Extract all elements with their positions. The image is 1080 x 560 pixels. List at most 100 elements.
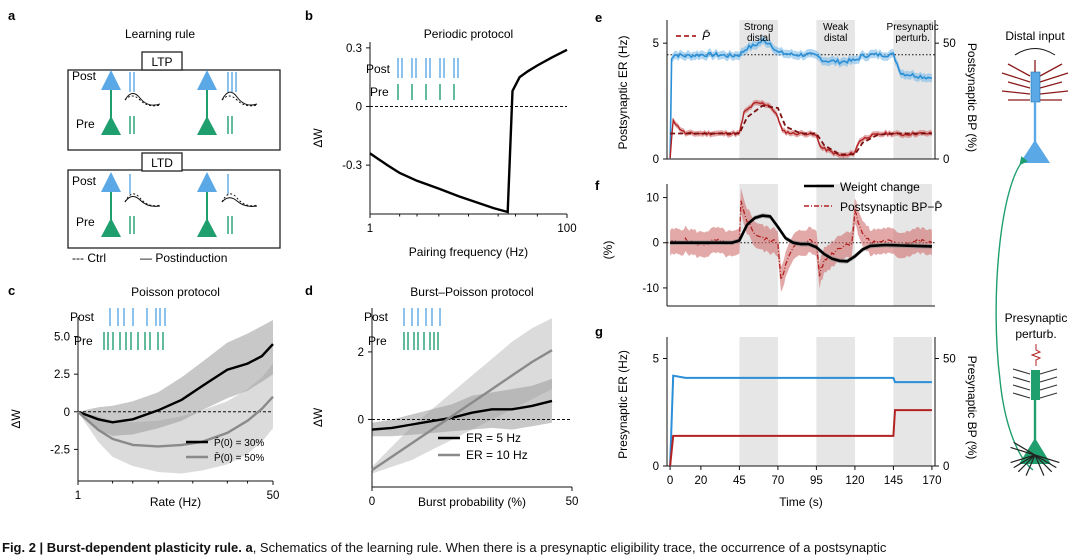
region-label: distal	[824, 33, 847, 44]
series-line	[369, 48, 568, 214]
basal-dendrites	[1010, 441, 1060, 476]
ltd-neuron-left	[101, 172, 121, 237]
x-tick-label: 50	[267, 490, 280, 502]
y-axis-label: ΔW	[311, 407, 325, 427]
distal-arc	[1014, 48, 1056, 56]
ltp-box	[67, 69, 281, 151]
pre-dendrite	[1039, 392, 1058, 399]
basal-dendrite	[1034, 454, 1053, 473]
panel-label-c: c	[8, 283, 15, 298]
chart-c: Poisson protocol 5.0 2.5 0 -2.5 1 50 Rate (Hz) Δ…	[9, 285, 279, 509]
x-tick-label: 20	[694, 475, 707, 487]
raster-pre-label: Pre	[74, 334, 93, 348]
stimulus-region	[816, 337, 855, 466]
panel-label-d: d	[305, 283, 313, 298]
y-tick-label: 5	[653, 354, 659, 366]
distal-input-label: Distal input	[1005, 29, 1065, 43]
stimulus-region	[739, 337, 778, 466]
distal-dendrite	[1007, 81, 1031, 89]
y-axis-label: Presynaptic ER (Hz)	[616, 350, 630, 459]
ltp-spikes-right	[227, 72, 237, 134]
ltd-spikes-right	[227, 174, 233, 234]
raster-pre-label: Pre	[368, 334, 387, 348]
basal-dendrite	[1034, 454, 1057, 469]
basal-dendrite	[1010, 446, 1036, 456]
x-axis-label: Burst probability (%)	[418, 495, 526, 509]
y-tick-label: 0	[356, 102, 362, 114]
region-label: Strong	[744, 22, 773, 33]
series-band	[78, 320, 273, 436]
x-tick-label: 1	[367, 223, 373, 235]
x-tick-label: 0	[667, 475, 673, 487]
basal-dendrite	[1013, 441, 1036, 456]
x-axis-label: Time (s)	[779, 495, 823, 509]
perturb-electrode	[1030, 344, 1042, 366]
x-tick-label: 1	[75, 490, 81, 502]
y-tick-label: 10	[646, 193, 659, 205]
chart-f: 10 0 -10 (%) Weight change Postsynaptic BP−P̄	[601, 180, 942, 307]
raster-post-label: Post	[70, 310, 95, 324]
presyn-perturb-label-2: perturb.	[1015, 327, 1056, 341]
legend-label: Postsynaptic BP−P̄	[840, 200, 942, 214]
y-tick-label: 2	[358, 347, 364, 359]
chart-d-title: Burst–Poisson protocol	[410, 285, 533, 299]
y-axis-label: Postsynaptic ER (Hz)	[616, 35, 630, 149]
panel-label-g: g	[595, 324, 603, 339]
panel-a-title: Learning rule	[125, 27, 195, 41]
series-line	[77, 395, 274, 448]
region-label: distal	[747, 33, 770, 44]
y-axis-right-label: Postsynaptic BP (%)	[965, 43, 979, 152]
ltd-box	[67, 169, 281, 249]
y-tick-label: 0	[358, 414, 364, 426]
legend-postinduction: — Postinduction	[140, 251, 227, 265]
legend-ctrl: --- Ctrl	[72, 251, 106, 265]
caption-bold: Fig. 2 | Burst-dependent plasticity rule…	[2, 540, 253, 555]
x-tick-label: 50	[566, 496, 579, 508]
neuron-schematic: Distal input Presynaptic perturb.	[995, 29, 1069, 476]
basal-dendrite	[1034, 454, 1060, 464]
legend-label: P̄	[702, 29, 710, 43]
y-axis-right-label: Presynaptic BP (%)	[965, 356, 979, 460]
series-line	[371, 399, 553, 431]
presyn-perturb-label-1: Presynaptic	[1005, 311, 1068, 325]
series-band	[372, 378, 552, 437]
distal-dendrite	[1001, 90, 1031, 95]
raster-pre-label: Pre	[370, 85, 389, 99]
weight-line	[670, 214, 932, 263]
x-tick-label: 70	[771, 475, 784, 487]
panel-label-f: f	[595, 178, 600, 193]
distal-dendrite	[1039, 90, 1069, 95]
stimulus-region	[816, 20, 855, 159]
x-tick-label: 170	[922, 475, 941, 487]
ltp-neuron-right	[197, 70, 217, 135]
stimulus-region	[893, 337, 932, 466]
pre-dendrite	[1012, 392, 1031, 399]
y-right-tick-label: 0	[943, 461, 949, 473]
y-tick-label: 0	[653, 238, 659, 250]
distal-dendrite	[1039, 81, 1063, 89]
post-soma	[1020, 140, 1050, 163]
ltd-label: LTD	[151, 156, 173, 170]
pre-dendrite	[1012, 384, 1031, 391]
series-line	[371, 349, 553, 472]
bp-diff-band	[670, 188, 932, 293]
basal-dendrite	[1034, 454, 1045, 476]
ltp-post-label: Post	[72, 69, 97, 83]
ltp-label: LTP	[151, 55, 172, 69]
ltd-pre-label: Pre	[76, 215, 95, 229]
panel-label-e: e	[595, 10, 602, 25]
distal-dendrite	[1039, 72, 1069, 83]
series-line	[77, 343, 274, 424]
distal-dendrite	[1039, 63, 1063, 77]
legend-label: P̄(0) = 50%	[214, 451, 264, 464]
y-tick-label: 0.3	[346, 43, 362, 55]
pre-dendrite	[1039, 384, 1058, 391]
pre-dendrite	[1039, 376, 1058, 383]
y-tick-label: 2.5	[54, 369, 70, 381]
series-line	[669, 374, 932, 467]
chart-b: Periodic protocol 0.3 0 -0.3 1 100 Pairing fre…	[311, 27, 577, 259]
chart-d: Burst–Poisson protocol 2 0 0 50 Burst probabi…	[311, 285, 578, 509]
caption-text: , Schematics of the learning rule. When …	[252, 540, 887, 555]
